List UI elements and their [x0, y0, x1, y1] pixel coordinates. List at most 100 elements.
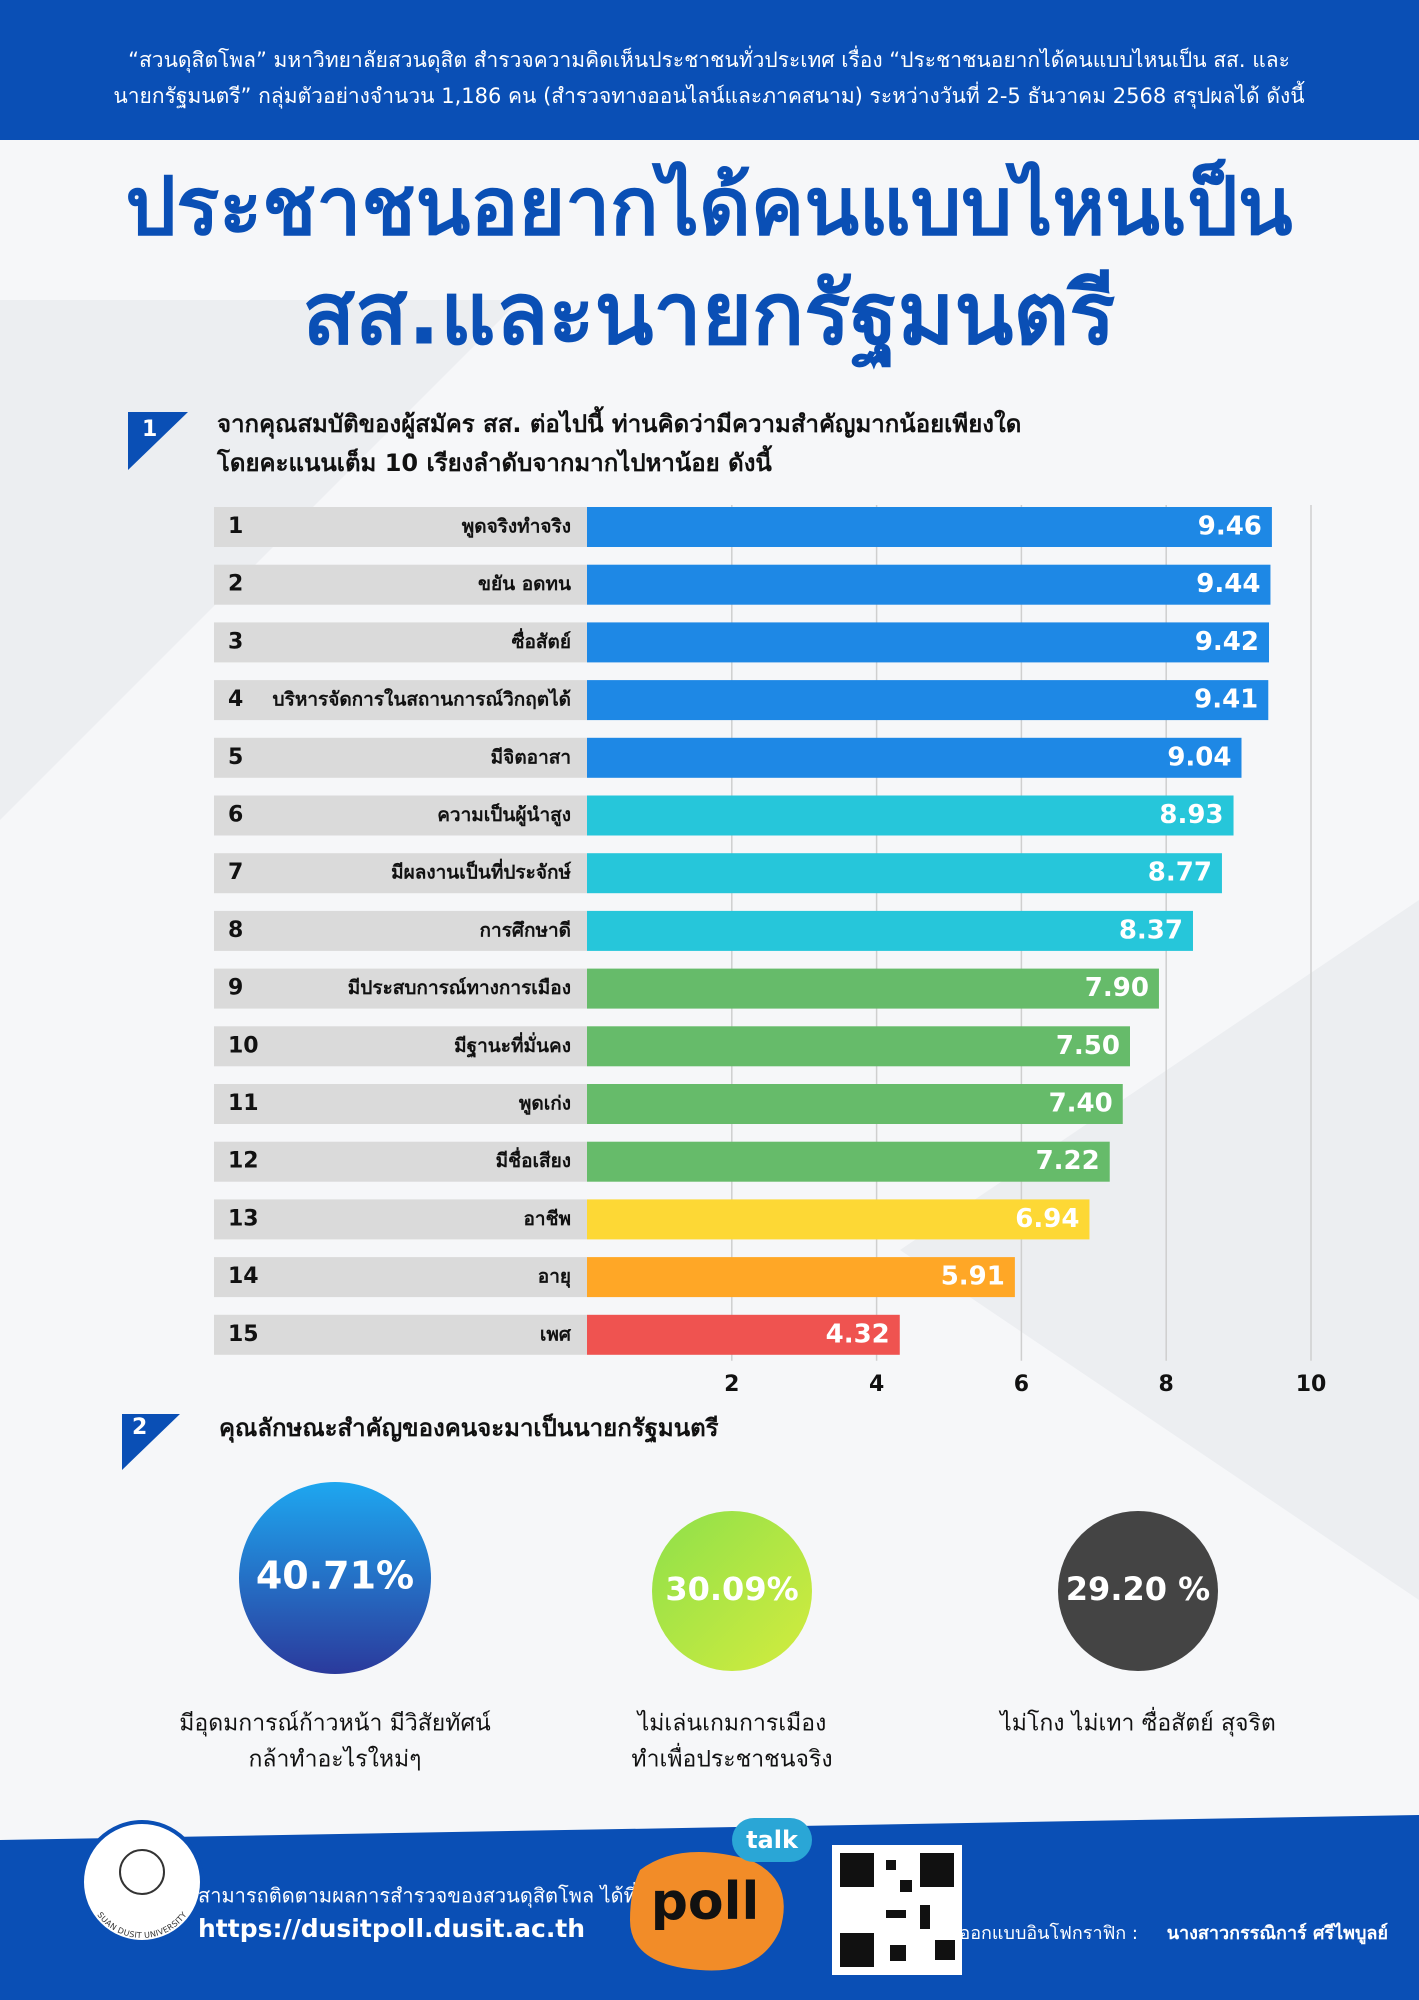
header-text: นายกรัฐมนตรี” กลุ่มตัวอย่างจำนวน 1,186 ค…: [113, 81, 1304, 109]
talk-text: talk: [746, 1826, 799, 1854]
bar: [587, 1199, 1090, 1240]
qr-pattern: [840, 1853, 955, 1967]
bar: [587, 853, 1222, 894]
x-tick-label: 2: [724, 1372, 739, 1397]
category-label: ความเป็นผู้นำสูง: [437, 802, 571, 827]
row-label-bg: [214, 795, 587, 836]
section-marker: [128, 412, 188, 470]
category-label: มีชื่อเสียง: [496, 1147, 571, 1172]
title: ประชาชนอยากได้คนแบบไหนเป็น: [125, 158, 1292, 253]
row-label-bg: [214, 910, 587, 951]
bar-chart: 2 4 6 8 10 1 พูดจริงทำจริง 9.46 2 ขยัน อดทน 9.44 3 ซ…: [214, 505, 1326, 1397]
category-label: มีฐานะที่มั่นคง: [454, 1032, 571, 1059]
section-number: 2: [132, 1415, 147, 1440]
bar: [587, 1314, 900, 1355]
row-label-bg: [214, 853, 587, 894]
designer-label: ออกแบบอินโฟกราฟิก :: [959, 1922, 1138, 1944]
bar: [587, 1141, 1110, 1182]
category-label: บริหารจัดการในสถานการณ์วิกฤตได้: [273, 688, 571, 711]
value-label: 9.04: [1167, 742, 1231, 772]
row-label-bg: [214, 1026, 587, 1067]
trait-value: 30.09%: [665, 1570, 798, 1608]
follow-text: สามารถติดตามผลการสำรวจของสวนดุสิตโพล ได้…: [198, 1882, 637, 1909]
key-traits: 40.71% มีอุดมการณ์ก้าวหน้า มีวิสัยทัศน์กล…: [179, 1482, 1276, 1773]
category-label: มีประสบการณ์ทางการเมือง: [348, 977, 571, 999]
row-label-bg: [214, 1141, 587, 1182]
value-label: 4.32: [826, 1319, 890, 1349]
bar: [587, 1026, 1130, 1067]
value-label: 8.37: [1119, 915, 1183, 945]
value-label: 9.44: [1196, 569, 1260, 599]
bar: [587, 507, 1272, 547]
category-label: อายุ: [538, 1266, 571, 1289]
title: สส.และนายกรัฐมนตรี: [303, 264, 1116, 370]
question: โดยคะแนนเต็ม 10 เรียงลำดับจากมากไปหาน้อย…: [216, 444, 773, 477]
category-label: เพศ: [540, 1323, 572, 1345]
rank: 4: [228, 687, 243, 712]
rank: 15: [228, 1322, 259, 1347]
rank: 11: [228, 1091, 259, 1116]
value-label: 7.50: [1056, 1031, 1120, 1061]
trait-circle: [652, 1511, 812, 1671]
category-label: ขยัน อดทน: [478, 573, 571, 595]
url[interactable]: https://dusitpoll.dusit.ac.th: [198, 1914, 585, 1943]
category-label: การศึกษาดี: [480, 919, 571, 941]
row-label-bg: [214, 507, 587, 547]
value-label: 9.46: [1198, 512, 1262, 542]
rank: 12: [228, 1149, 259, 1174]
x-tick-label: 10: [1296, 1372, 1327, 1397]
question: จากคุณสมบัติของผู้สมัคร สส. ต่อไปนี้ ท่า…: [217, 405, 1021, 440]
row-label-bg: [214, 968, 587, 1009]
header-text: “สวนดุสิตโพล” มหาวิทยาลัยสวนดุสิต สำรวจค…: [128, 45, 1290, 73]
value-label: 9.42: [1195, 627, 1259, 657]
bar: [587, 795, 1234, 836]
designer-name: นางสาวกรรณิการ์ ศรีไพบูลย์: [1167, 1922, 1388, 1945]
trait-caption: ไม่โกง ไม่เทา ซื่อสัตย์ สุจริต: [998, 1707, 1276, 1737]
x-tick-label: 8: [1159, 1372, 1174, 1397]
row-label-bg: [214, 737, 587, 778]
row-label-bg: [214, 1084, 587, 1124]
section-title: คุณลักษณะสำคัญของคนจะมาเป็นนายกรัฐมนตรี: [219, 1413, 719, 1444]
poll-logo: [630, 1852, 784, 1971]
bar: [587, 622, 1270, 663]
rank: 14: [228, 1264, 259, 1289]
trait-circle: [1058, 1511, 1218, 1671]
trait-circle: [239, 1482, 431, 1674]
bar: [587, 1257, 1015, 1298]
rank: 5: [228, 745, 243, 770]
section-marker: [122, 1414, 180, 1470]
bar: [587, 680, 1269, 721]
bg-shape: [900, 900, 1419, 1600]
rank: 9: [228, 976, 243, 1001]
value-label: 8.93: [1159, 800, 1223, 830]
value-label: 7.22: [1036, 1146, 1100, 1176]
bar: [587, 564, 1271, 605]
section-number: 1: [142, 417, 157, 442]
category-label: มีจิตอาสา: [491, 746, 571, 768]
trait-caption: ทำเพื่อประชาชนจริง: [631, 1743, 832, 1773]
trait-value: 29.20 %: [1066, 1570, 1210, 1608]
row-label-bg: [214, 1257, 587, 1298]
value-label: 7.40: [1049, 1089, 1113, 1119]
bar: [587, 1084, 1123, 1124]
category-label: อาชีพ: [524, 1208, 572, 1230]
rank: 8: [228, 918, 243, 943]
value-label: 5.91: [941, 1262, 1005, 1292]
value-label: 6.94: [1015, 1204, 1079, 1234]
logo-globe: [119, 1849, 165, 1895]
row-label-bg: [214, 1314, 587, 1355]
talk-bubble: [732, 1818, 812, 1862]
bar: [587, 968, 1159, 1009]
rank: 6: [228, 803, 243, 828]
rank: 1: [228, 514, 243, 539]
row-label-bg: [214, 680, 587, 721]
poll-text: poll: [651, 1872, 760, 1932]
category-label: พูดเก่ง: [519, 1093, 571, 1116]
bar: [587, 737, 1242, 778]
row-label-bg: [214, 564, 587, 605]
category-label: มีผลงานเป็นที่ประจักษ์: [391, 859, 571, 884]
rank: 13: [228, 1206, 259, 1231]
row-label-bg: [214, 1199, 587, 1240]
rank: 3: [228, 629, 243, 654]
